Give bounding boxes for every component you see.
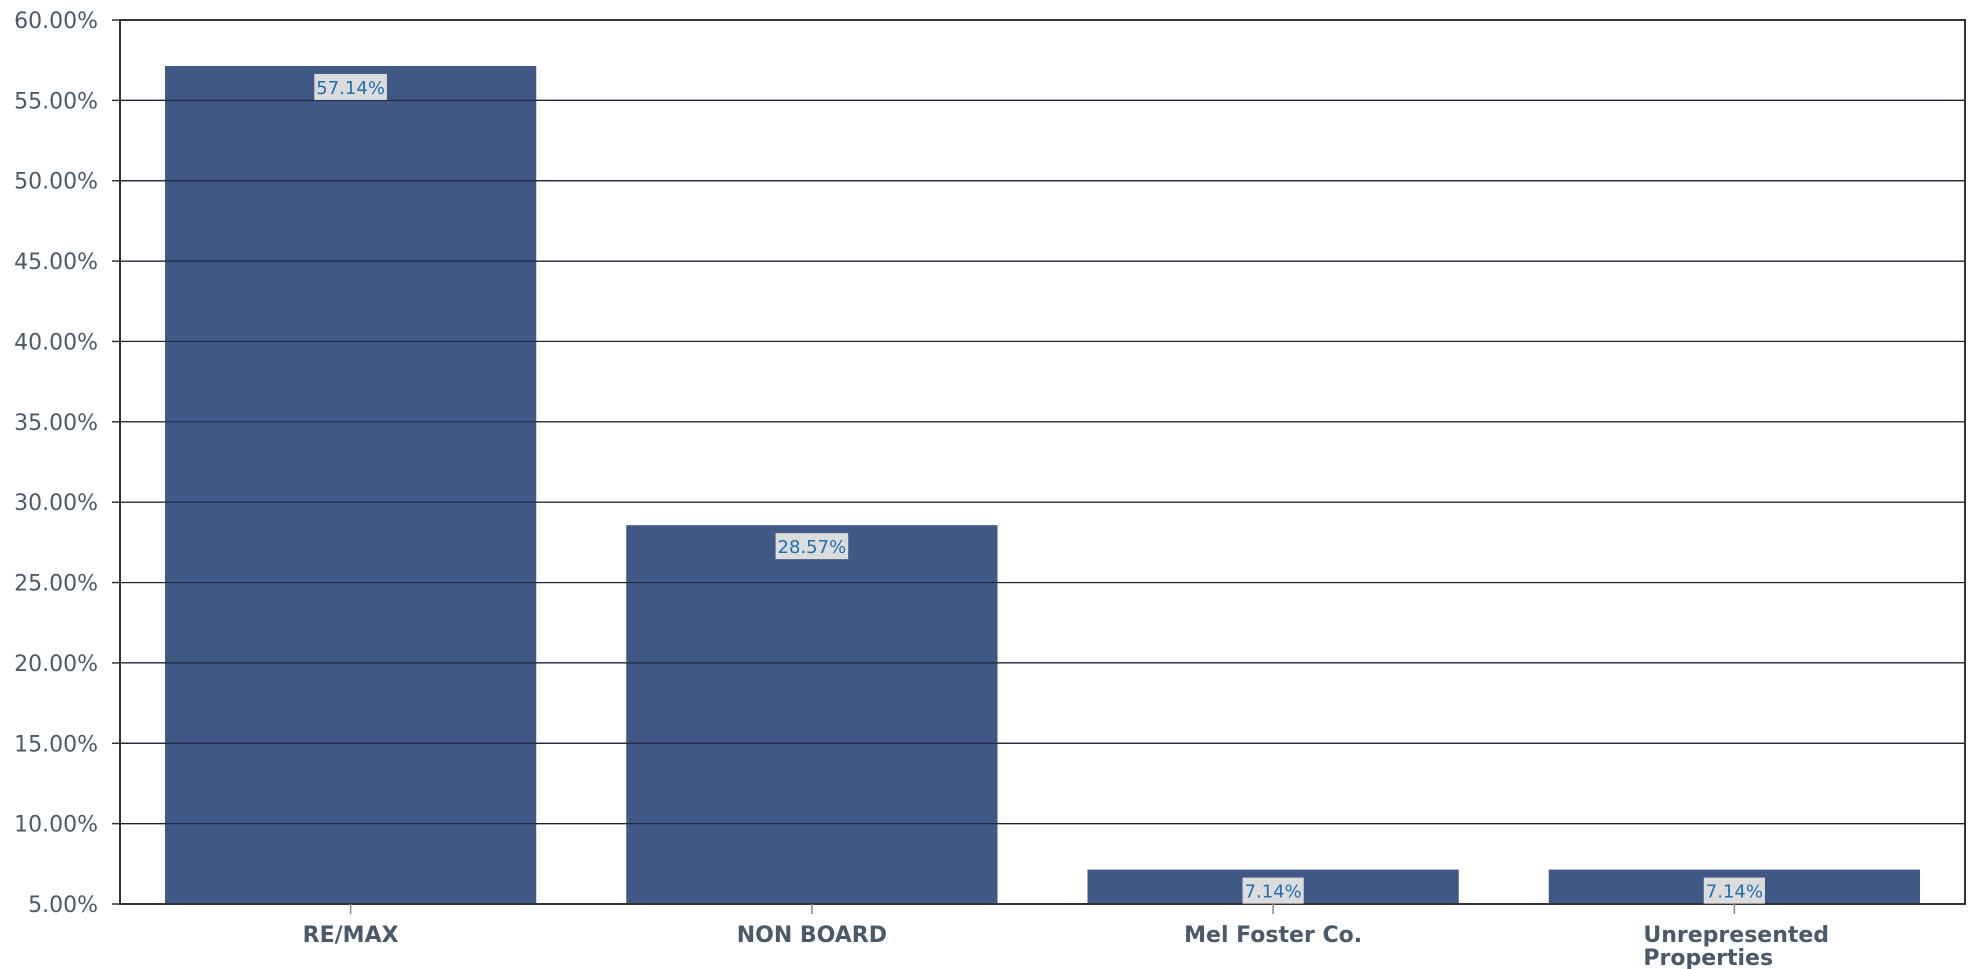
data-label: 7.14% xyxy=(1704,878,1765,904)
y-tick-label: 40.00% xyxy=(14,330,98,355)
y-tick-label: 5.00% xyxy=(28,893,98,918)
bar xyxy=(165,66,536,904)
y-tick-label: 50.00% xyxy=(14,170,98,195)
y-tick-label: 60.00% xyxy=(14,9,98,34)
data-label: 7.14% xyxy=(1243,878,1304,904)
y-tick-label: 30.00% xyxy=(14,491,98,516)
y-tick-label: 45.00% xyxy=(14,250,98,275)
data-label-text: 28.57% xyxy=(778,537,847,558)
y-tick-label: 15.00% xyxy=(14,732,98,757)
x-axis-tick-labels: RE/MAX NON BOARD Mel Foster Co. Unrepresent… xyxy=(303,923,1829,969)
data-label-text: 57.14% xyxy=(316,78,385,99)
bars xyxy=(120,20,1965,904)
y-axis-tick-labels: 5.00% 10.00% 15.00% 20.00% 25.00% 30.00% 35.00… xyxy=(14,9,98,918)
x-tick-label: Mel Foster Co. xyxy=(1184,923,1362,948)
data-label: 57.14% xyxy=(314,74,387,100)
x-tick-label-line: Unrepresented xyxy=(1643,923,1829,948)
x-tick-label-line: Properties xyxy=(1643,946,1773,969)
x-tick-label: NON BOARD xyxy=(737,923,887,948)
y-tick-label: 35.00% xyxy=(14,411,98,436)
data-label-text: 7.14% xyxy=(1706,882,1763,903)
data-label-text: 7.14% xyxy=(1245,882,1302,903)
y-tick-label: 10.00% xyxy=(14,813,98,838)
y-tick-label: 20.00% xyxy=(14,652,98,677)
y-tick-label: 55.00% xyxy=(14,89,98,114)
x-tick-label: RE/MAX xyxy=(303,923,399,948)
data-label: 28.57% xyxy=(776,533,849,559)
x-tick-label: Unrepresented Properties xyxy=(1643,923,1829,969)
y-tick-label: 25.00% xyxy=(14,572,98,597)
